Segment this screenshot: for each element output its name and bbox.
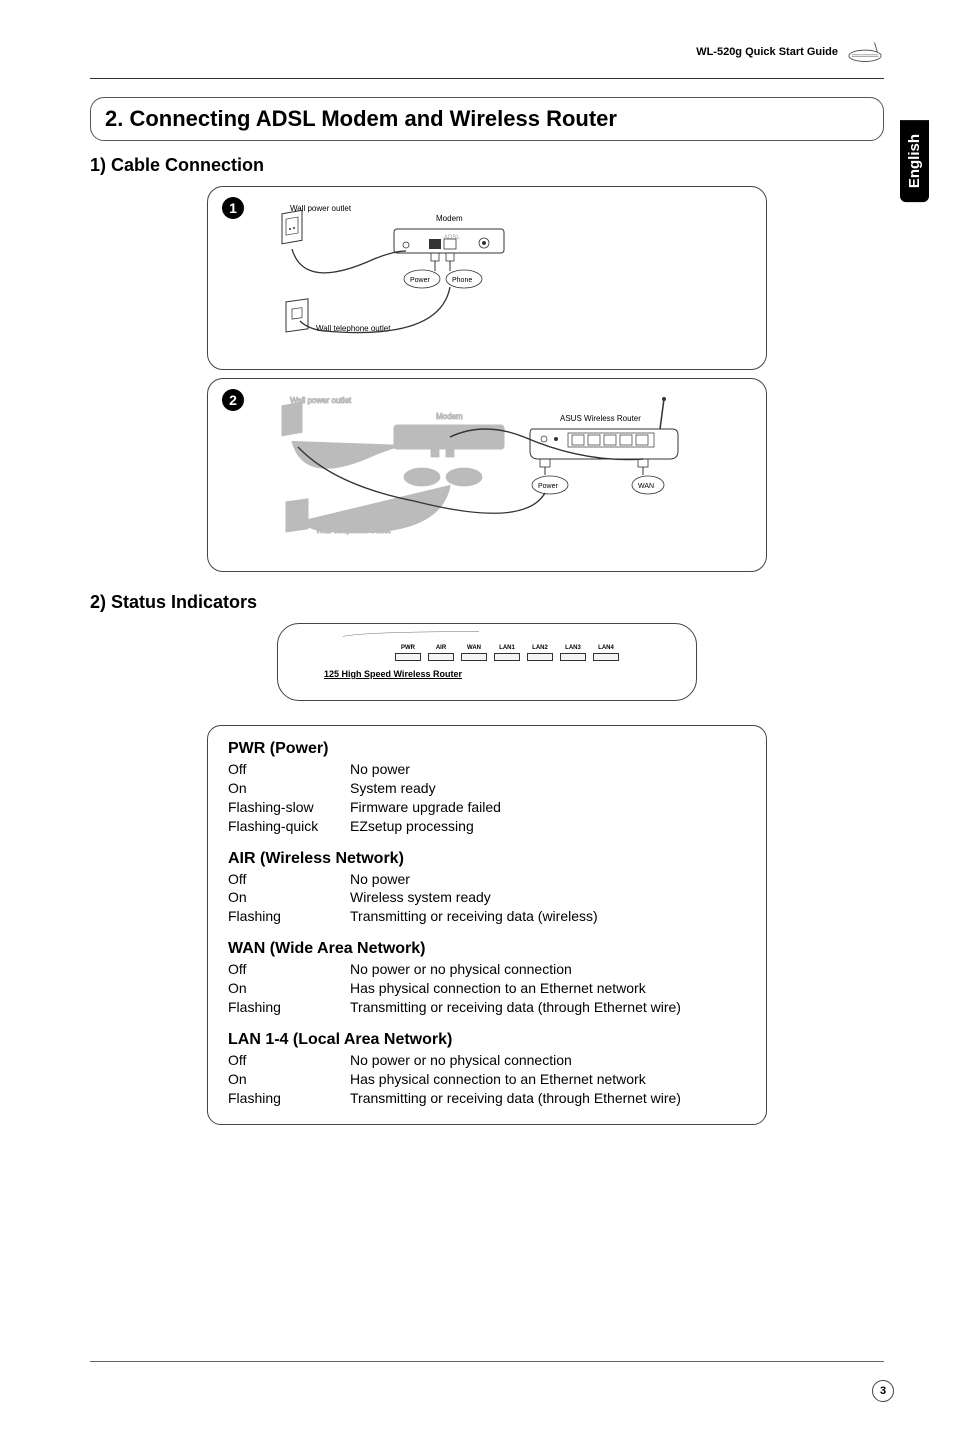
info-row: OnWireless system ready [228,888,746,907]
info-row: OffNo power [228,760,746,779]
led-lan2: LAN2 [525,645,555,661]
header-rule [90,78,884,79]
info-key: On [228,1070,350,1089]
info-key: Flashing-slow [228,798,350,817]
info-row: OffNo power or no physical connection [228,960,746,979]
info-row: OffNo power or no physical connection [228,1051,746,1070]
d2-wan-bubble: WAN [638,483,654,490]
d2-router-label: ASUS Wireless Router [560,414,641,423]
d2-power-bubble: Power [410,475,431,482]
info-value: Transmitting or receiving data (through … [350,1089,746,1108]
info-value: EZsetup processing [350,817,746,836]
d1-phone-bubble: Phone [452,277,472,284]
info-key: On [228,888,350,907]
info-value: System ready [350,779,746,798]
header-guide-title: WL-520g Quick Start Guide [696,46,838,58]
diagram-2-svg: Wall power outlet Modem Power Phone [264,393,744,553]
info-row: Flashing-quickEZsetup processing [228,817,746,836]
router-icon [846,40,884,64]
led-lan3: LAN3 [558,645,588,661]
led-air: AIR [426,645,456,661]
status-indicator-panel: PWR AIR WAN LAN1 LAN2 LAN3 LAN4 125 High… [277,623,697,701]
info-row: FlashingTransmitting or receiving data (… [228,1089,746,1108]
led-row: PWR AIR WAN LAN1 LAN2 LAN3 LAN4 [334,645,680,661]
diagram-badge-2: 2 [222,389,244,411]
led-lan1: LAN1 [492,645,522,661]
info-key: Flashing-quick [228,817,350,836]
info-value: No power or no physical connection [350,1051,746,1070]
info-key: On [228,779,350,798]
info-key: Off [228,870,350,889]
info-group: AIR (Wireless Network) OffNo powerOnWirel… [228,850,746,927]
info-key: Flashing [228,1089,350,1108]
info-group: WAN (Wide Area Network) OffNo power or no… [228,940,746,1017]
info-value: No power [350,760,746,779]
d1-wall-power-label: Wall power outlet [290,204,352,213]
info-value: Has physical connection to an Ethernet n… [350,1070,746,1089]
section-heading-box: 2. Connecting ADSL Modem and Wireless Ro… [90,97,884,141]
info-row: OnHas physical connection to an Ethernet… [228,979,746,998]
info-key: Off [228,760,350,779]
info-key: On [228,979,350,998]
d1-power-bubble: Power [410,277,431,284]
d2-router-power-bubble: Power [538,483,559,490]
info-row: OnHas physical connection to an Ethernet… [228,1070,746,1089]
info-value: Firmware upgrade failed [350,798,746,817]
subheading-cable: 1) Cable Connection [90,155,884,176]
info-value: Has physical connection to an Ethernet n… [350,979,746,998]
info-value: No power or no physical connection [350,960,746,979]
language-tab: English [900,120,929,202]
info-group-title: AIR (Wireless Network) [228,850,746,868]
led-pwr: PWR [393,645,423,661]
led-wan: WAN [459,645,489,661]
section-heading: 2. Connecting ADSL Modem and Wireless Ro… [105,106,869,132]
svg-text:ADSL: ADSL [444,235,460,241]
info-row: OnSystem ready [228,779,746,798]
info-group-title: PWR (Power) [228,740,746,758]
info-group: LAN 1-4 (Local Area Network) OffNo power … [228,1031,746,1108]
info-key: Off [228,1051,350,1070]
info-row: FlashingTransmitting or receiving data (… [228,998,746,1017]
info-value: Transmitting or receiving data (wireless… [350,907,746,926]
d2-phone-bubble: Phone [452,475,472,482]
d2-modem-label: Modem [436,412,463,421]
subheading-status: 2) Status Indicators [90,592,884,613]
info-group-title: WAN (Wide Area Network) [228,940,746,958]
diagram-panel-2: 2 Wall power outlet Modem [207,378,767,572]
info-key: Flashing [228,907,350,926]
footer-rule [90,1361,884,1362]
info-value: No power [350,870,746,889]
page-number: 3 [872,1380,894,1402]
info-group: PWR (Power)OffNo powerOnSystem readyFlas… [228,740,746,836]
info-key: Flashing [228,998,350,1017]
diagram-badge-1: 1 [222,197,244,219]
info-box: PWR (Power)OffNo powerOnSystem readyFlas… [207,725,767,1125]
info-row: Flashing-slowFirmware upgrade failed [228,798,746,817]
d1-modem-label: Modem [436,214,463,223]
status-product-label: 125 High Speed Wireless Router [324,669,680,679]
info-group-title: LAN 1-4 (Local Area Network) [228,1031,746,1049]
led-lan4: LAN4 [591,645,621,661]
diagram-1-svg: Wall power outlet Modem ADSL [264,201,744,351]
diagram-panel-1: 1 Wall power outlet Modem ADSL [207,186,767,370]
info-value: Transmitting or receiving data (through … [350,998,746,1017]
info-row: OffNo power [228,870,746,889]
info-key: Off [228,960,350,979]
info-row: FlashingTransmitting or receiving data (… [228,907,746,926]
info-value: Wireless system ready [350,888,746,907]
